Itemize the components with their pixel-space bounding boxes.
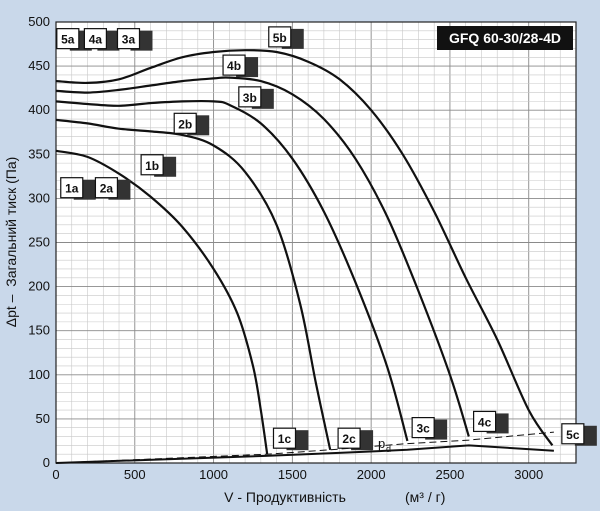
y-axis-label: Δpt – Загальний тиск (Па) bbox=[3, 157, 19, 328]
system-line bbox=[55, 444, 554, 464]
curve-label-box bbox=[83, 28, 107, 50]
y-tick-label: 350 bbox=[28, 146, 50, 161]
series-line-3 bbox=[55, 99, 409, 442]
curve-label-text: 5a bbox=[61, 33, 75, 47]
x-tick-label: 2500 bbox=[435, 467, 464, 482]
y-axis-title: Загальний тиск (Па) bbox=[3, 157, 19, 287]
curve-label-text: 1c bbox=[278, 432, 292, 446]
x-tick-label: 2000 bbox=[357, 467, 386, 482]
curve-label-box bbox=[272, 427, 297, 449]
x-axis-unit: (м³ / г) bbox=[405, 489, 445, 505]
curve-label-3b: 3b bbox=[238, 86, 274, 109]
y-tick-label: 400 bbox=[28, 102, 50, 117]
curve-label-text: 1a bbox=[65, 182, 79, 196]
curve-label-text: 2c bbox=[342, 432, 356, 446]
curve-label-3c: 3c bbox=[411, 417, 448, 440]
curve-label-5c: 5c bbox=[561, 423, 597, 446]
curve-label-text: 5b bbox=[273, 31, 287, 45]
curve-label-text: 4a bbox=[89, 33, 103, 47]
curve-label-1c: 1c bbox=[272, 427, 309, 451]
series-line-5 bbox=[55, 49, 554, 447]
curve-label-text: 3a bbox=[122, 33, 136, 47]
y-axis-symbol: Δpt – bbox=[3, 294, 19, 327]
y-tick-label: 200 bbox=[28, 279, 50, 294]
y-tick-label: 450 bbox=[28, 58, 50, 73]
curve-label-box bbox=[140, 154, 164, 176]
curve-label-box bbox=[473, 410, 497, 433]
curve-label-5b: 5b bbox=[268, 26, 304, 49]
chart-title-box: GFQ 60-30/28-4D bbox=[437, 26, 573, 50]
curve-label-3a: 3a bbox=[116, 28, 153, 51]
curve-label-text: 2a bbox=[100, 182, 114, 196]
curve-label-box bbox=[411, 417, 435, 439]
y-tick-label: 0 bbox=[43, 455, 50, 470]
pd-subscript: d bbox=[386, 444, 391, 454]
curve-label-2c: 2c bbox=[337, 427, 374, 451]
curve-label-text: 1b bbox=[145, 159, 159, 173]
curve-label-box bbox=[56, 28, 80, 50]
curve-label-box bbox=[60, 177, 84, 199]
x-tick-label: 1500 bbox=[278, 467, 307, 482]
y-tick-label: 250 bbox=[28, 235, 50, 250]
pd-symbol: p bbox=[378, 436, 385, 451]
curve-label-text: 4c bbox=[478, 415, 492, 429]
y-tick-label: 150 bbox=[28, 323, 50, 338]
y-tick-label: 100 bbox=[28, 367, 50, 382]
curve-label-4b: 4b bbox=[222, 54, 259, 78]
y-tick-label: 300 bbox=[28, 190, 50, 205]
series-line-4 bbox=[55, 76, 470, 437]
y-tick-label: 50 bbox=[36, 411, 50, 426]
curve-label-box bbox=[94, 177, 119, 199]
curve-label-box bbox=[173, 112, 197, 134]
curve-label-text: 3c bbox=[416, 422, 430, 436]
curve-label-1a: 1a bbox=[60, 177, 96, 200]
x-tick-label: 1000 bbox=[199, 467, 228, 482]
ticks: 0 500 1000 1500 2000 2500 3000 0 50 100 150 200 250 3… bbox=[28, 14, 543, 482]
x-tick-label: 3000 bbox=[514, 467, 543, 482]
curve-label-text: 5c bbox=[566, 428, 580, 442]
curve-label-4c: 4c bbox=[473, 410, 509, 434]
curve-label-box bbox=[268, 26, 292, 48]
curve-label-2a: 2a bbox=[94, 177, 131, 200]
series-line-2 bbox=[55, 118, 332, 451]
curve-label-text: 3b bbox=[243, 91, 257, 105]
x-axis-label: V - Продуктивність bbox=[224, 489, 346, 505]
curve-label-text: 4b bbox=[227, 59, 241, 73]
curve-label-box bbox=[337, 427, 361, 449]
curve-label-box bbox=[116, 28, 141, 50]
curve-labels: 5a 4a 3a 5b 4b 3b 2b 1b 1a 2a 1c 2c 3c 4c 5c bbox=[56, 26, 597, 451]
curve-label-4a: 4a bbox=[83, 28, 120, 51]
curve-label-box bbox=[561, 423, 585, 445]
x-tick-label: 500 bbox=[124, 467, 146, 482]
curve-label-1b: 1b bbox=[140, 154, 177, 177]
curve-label-2b: 2b bbox=[173, 112, 210, 136]
x-tick-label: 0 bbox=[52, 467, 59, 482]
pd-label: p d bbox=[378, 436, 391, 454]
curve-label-box bbox=[238, 86, 262, 108]
series-line-1 bbox=[55, 149, 269, 455]
curve-label-box bbox=[222, 54, 246, 76]
plot-border bbox=[55, 21, 577, 464]
curve-label-text: 2b bbox=[178, 117, 192, 131]
y-tick-label: 500 bbox=[28, 14, 50, 29]
chart-title: GFQ 60-30/28-4D bbox=[449, 30, 561, 46]
